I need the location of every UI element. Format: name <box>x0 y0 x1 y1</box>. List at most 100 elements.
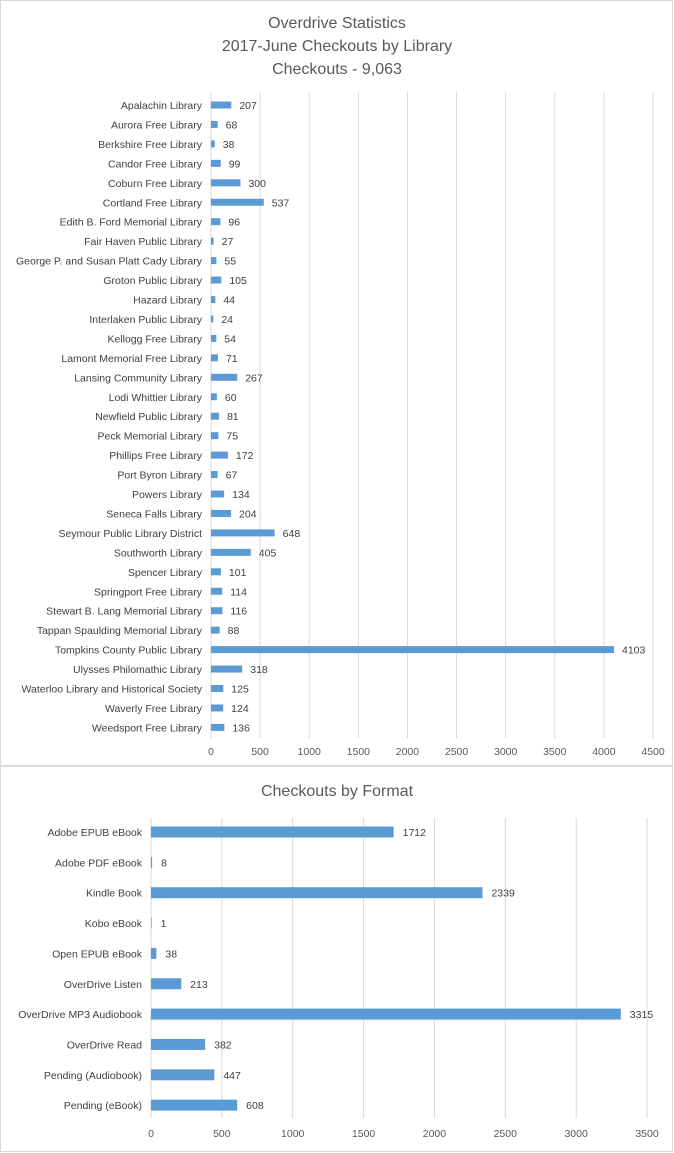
bar <box>211 626 220 634</box>
x-tick-label: 500 <box>213 1128 231 1140</box>
chart-frame <box>0 0 673 766</box>
data-label: 81 <box>227 411 239 423</box>
category-label: Adobe PDF eBook <box>55 857 143 869</box>
data-label: 71 <box>226 353 238 365</box>
bar <box>211 646 615 654</box>
data-label: 38 <box>223 139 235 151</box>
bar <box>211 296 216 303</box>
x-tick-label: 1500 <box>347 746 371 758</box>
category-label: Edith B. Ford Memorial Library <box>60 217 203 229</box>
data-label: 44 <box>223 295 235 307</box>
category-label: Waterloo Library and Historical Society <box>21 684 202 696</box>
category-label: Candor Free Library <box>108 158 203 170</box>
category-label: Kellogg Free Library <box>107 333 202 345</box>
data-label: 125 <box>231 684 249 696</box>
bar <box>211 548 251 556</box>
bar <box>211 568 221 576</box>
data-label: 54 <box>224 333 236 345</box>
data-label: 4103 <box>622 645 646 657</box>
bar <box>211 198 264 206</box>
bar <box>211 393 217 401</box>
chart-title: Checkouts by Format <box>261 783 414 800</box>
data-label: 124 <box>231 703 249 715</box>
x-tick-label: 1000 <box>281 1128 305 1140</box>
bar <box>211 432 219 440</box>
bar <box>151 1069 215 1081</box>
bar <box>211 315 214 323</box>
bar <box>211 665 243 673</box>
bar <box>211 218 221 226</box>
data-label: 204 <box>239 508 257 520</box>
bar <box>211 334 217 342</box>
category-label: Lamont Memorial Free Library <box>61 353 202 365</box>
bar <box>211 490 225 498</box>
category-label: Open EPUB eBook <box>52 948 143 960</box>
category-label: OverDrive Read <box>67 1039 142 1051</box>
bar <box>211 723 225 731</box>
data-label: 96 <box>228 217 240 229</box>
data-label: 75 <box>226 431 238 443</box>
data-label: 8 <box>161 857 167 869</box>
data-label: 101 <box>229 567 247 579</box>
x-tick-label: 3000 <box>494 746 518 758</box>
plot-area: 0 500 1000 1500 2000 2500 3000 3500 4000 4500 Apal… <box>16 92 665 758</box>
bar <box>151 1099 238 1111</box>
x-tick-label: 2500 <box>445 746 469 758</box>
x-tick-label: 1500 <box>352 1128 376 1140</box>
x-tick-label: 0 <box>208 746 214 758</box>
chart-title: Overdrive Statistics 2017-June Checkouts… <box>222 15 452 78</box>
x-tick-label: 4000 <box>592 746 616 758</box>
x-tick-label: 3500 <box>543 746 567 758</box>
data-label: 318 <box>250 664 268 676</box>
data-label: 27 <box>222 236 234 248</box>
category-label: Aurora Free Library <box>111 119 203 131</box>
data-label: 405 <box>259 547 277 559</box>
bar <box>211 529 275 537</box>
category-label: Lansing Community Library <box>74 372 203 384</box>
category-label: George P. and Susan Platt Cady Library <box>16 256 203 268</box>
category-label: Tappan Spaulding Memorial Library <box>37 625 203 637</box>
x-tick-label: 1000 <box>298 746 322 758</box>
category-label: OverDrive Listen <box>64 979 142 991</box>
data-label: 105 <box>229 275 247 287</box>
category-label: Powers Library <box>132 489 203 501</box>
category-label: Hazard Library <box>133 295 203 307</box>
category-label: Berkshire Free Library <box>98 139 203 151</box>
bar <box>211 471 218 479</box>
bar <box>211 101 232 109</box>
x-tick-label: 0 <box>148 1128 154 1140</box>
data-label: 68 <box>226 119 238 131</box>
bar <box>151 826 394 838</box>
category-label: Seneca Falls Library <box>106 508 202 520</box>
category-label: Newfield Public Library <box>95 411 203 423</box>
category-label: Waverly Free Library <box>105 703 203 715</box>
data-label: 207 <box>239 100 257 112</box>
data-label: 648 <box>283 528 301 540</box>
bar <box>211 354 218 362</box>
category-label: OverDrive MP3 Audiobook <box>18 1009 142 1021</box>
category-label: Fair Haven Public Library <box>84 236 203 248</box>
data-label: 134 <box>232 489 250 501</box>
data-label: 447 <box>223 1070 241 1082</box>
data-label: 267 <box>245 372 263 384</box>
bar <box>211 607 223 615</box>
x-tick-label: 4500 <box>641 746 665 758</box>
category-label: Springport Free Library <box>94 586 203 598</box>
category-label: Interlaken Public Library <box>89 314 202 326</box>
x-tick-label: 2000 <box>396 746 420 758</box>
category-label: Pending (Audiobook) <box>44 1070 142 1082</box>
bar <box>211 704 224 712</box>
bar <box>211 159 221 167</box>
bar <box>211 373 238 381</box>
data-label: 537 <box>272 197 290 209</box>
bar <box>151 978 182 990</box>
data-label: 38 <box>165 948 177 960</box>
category-label: Apalachin Library <box>121 100 203 112</box>
category-label: Spencer Library <box>128 567 203 579</box>
data-label: 114 <box>230 586 247 598</box>
library-checkouts-chart: Overdrive Statistics 2017-June Checkouts… <box>0 0 673 766</box>
category-label: Weedsport Free Library <box>92 722 203 734</box>
data-label: 3315 <box>630 1009 654 1021</box>
data-label: 382 <box>214 1039 232 1051</box>
